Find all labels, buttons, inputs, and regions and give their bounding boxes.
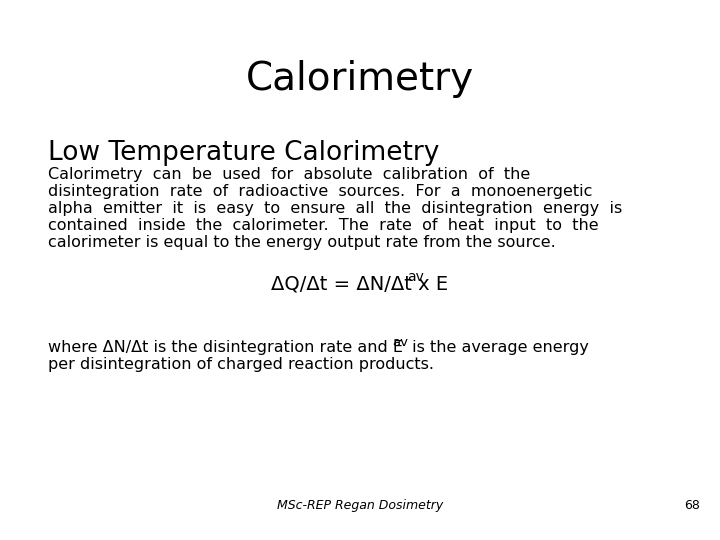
Text: 68: 68 [684, 499, 700, 512]
Text: av: av [407, 270, 424, 284]
Text: disintegration  rate  of  radioactive  sources.  For  a  monoenergetic: disintegration rate of radioactive sourc… [48, 184, 593, 199]
Text: ΔQ/Δt = ΔN/Δt x E: ΔQ/Δt = ΔN/Δt x E [271, 275, 449, 294]
Text: MSc-REP Regan Dosimetry: MSc-REP Regan Dosimetry [277, 499, 443, 512]
Text: Calorimetry: Calorimetry [246, 60, 474, 98]
Text: per disintegration of charged reaction products.: per disintegration of charged reaction p… [48, 357, 434, 372]
Text: av: av [392, 336, 408, 349]
Text: where ΔN/Δt is the disintegration rate and E: where ΔN/Δt is the disintegration rate a… [48, 340, 403, 355]
Text: calorimeter is equal to the energy output rate from the source.: calorimeter is equal to the energy outpu… [48, 235, 556, 250]
Text: Low Temperature Calorimetry: Low Temperature Calorimetry [48, 140, 439, 166]
Text: alpha  emitter  it  is  easy  to  ensure  all  the  disintegration  energy  is: alpha emitter it is easy to ensure all t… [48, 201, 622, 216]
Text: contained  inside  the  calorimeter.  The  rate  of  heat  input  to  the: contained inside the calorimeter. The ra… [48, 218, 598, 233]
Text: Calorimetry  can  be  used  for  absolute  calibration  of  the: Calorimetry can be used for absolute cal… [48, 167, 530, 182]
Text: is the average energy: is the average energy [407, 340, 589, 355]
